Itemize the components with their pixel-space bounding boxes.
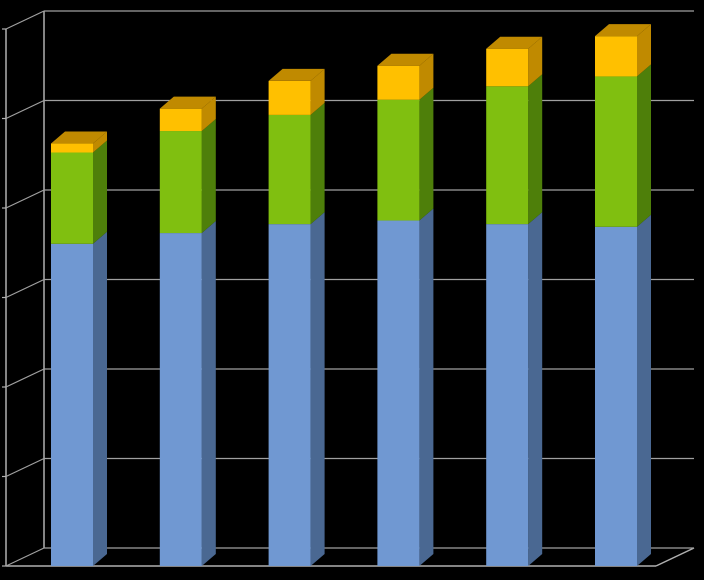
bar-top-face [159, 96, 216, 109]
bar-segment-side [201, 119, 216, 234]
bar-segment [159, 233, 202, 566]
bar-stack [377, 53, 434, 566]
bar-segment-side [528, 74, 543, 225]
bar-segment-side [310, 102, 325, 225]
bars [51, 24, 651, 567]
bar-segment [268, 80, 311, 115]
bar-segment [486, 224, 529, 567]
bar-top-face [268, 68, 325, 81]
bar-segment-side [93, 140, 107, 244]
bar-segment-side [93, 231, 107, 567]
bar-segment-side [93, 131, 107, 153]
bar-segment-side [310, 212, 325, 567]
gridline-side [5, 99, 45, 120]
bar-segment-side [528, 36, 543, 87]
bar-segment [51, 143, 93, 153]
bar-segment-side [310, 68, 325, 115]
bar-segment [51, 152, 93, 244]
bar-stack [51, 131, 107, 567]
bar-segment-side [528, 212, 543, 567]
gridline-side [5, 278, 45, 299]
bar-segment-side [419, 53, 434, 100]
bar-segment-side [637, 24, 651, 77]
bar-segment [268, 224, 311, 567]
bar-segment-side [419, 208, 434, 566]
gridline-side [5, 10, 45, 30]
chart-walls [5, 11, 695, 567]
bar-stack [268, 68, 325, 567]
bar-segment-side [637, 214, 651, 567]
gridlines [2, 10, 694, 567]
bar-top-face [595, 24, 651, 37]
bar-segment [51, 243, 93, 567]
bar-top-face [51, 131, 107, 144]
bar-segment [159, 131, 202, 234]
floor-right-edge [655, 547, 695, 567]
bar-segment-side [201, 96, 216, 132]
bar-segment [159, 108, 202, 132]
gridline-side [5, 368, 45, 388]
bar-segment [595, 36, 637, 77]
bar-segment [595, 76, 637, 227]
bar-segment [486, 86, 529, 225]
bar-segment [268, 114, 311, 225]
gridline-side [5, 457, 45, 478]
bar-segment [377, 220, 420, 566]
bar-stack [159, 96, 216, 566]
bar-segment-side [637, 64, 651, 227]
bar-top-face [486, 36, 543, 49]
bar-segment-side [419, 87, 434, 221]
bar-stack [595, 24, 651, 567]
gridline-side [5, 189, 45, 209]
bar-segment [377, 99, 420, 221]
bar-segment [595, 226, 637, 567]
bar-top-face [377, 53, 434, 66]
bar-segment [377, 65, 420, 100]
bar-segment [486, 48, 529, 87]
bar-stack [486, 36, 543, 567]
bar-segment-side [201, 221, 216, 566]
gridline-side [5, 547, 45, 567]
